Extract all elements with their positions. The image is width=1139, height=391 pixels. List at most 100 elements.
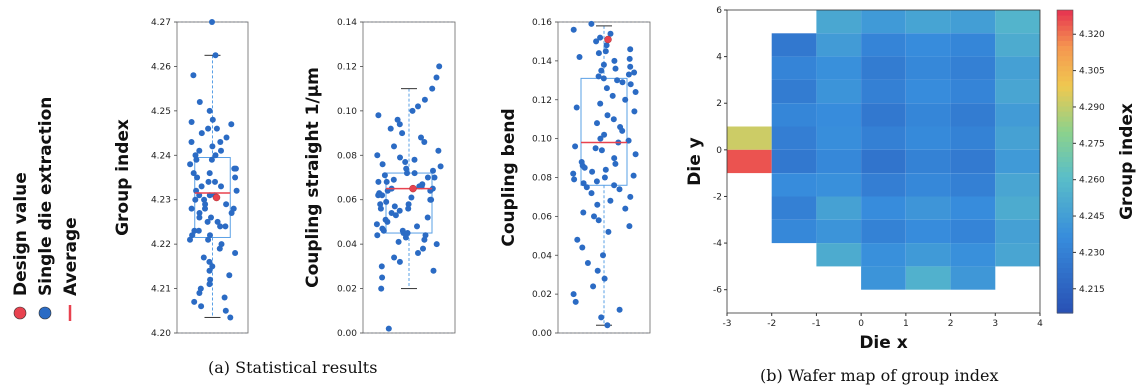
data-point [381, 172, 388, 179]
wafer-cell [816, 196, 862, 220]
data-point [622, 96, 629, 103]
wafer-cell [950, 243, 996, 267]
data-point [611, 57, 618, 64]
data-point [202, 201, 209, 208]
colorbar-segment [1057, 136, 1073, 142]
data-point [598, 67, 605, 74]
y-tick-label: 0.08 [337, 151, 357, 161]
wafer-cell [816, 33, 862, 57]
data-point [378, 263, 385, 270]
data-point [625, 137, 632, 144]
wafer-cell [950, 79, 996, 104]
x-axis-label: Die x [859, 333, 907, 353]
y-tick-label: 0.06 [337, 196, 357, 206]
colorbar-segment [1057, 35, 1073, 41]
data-point [396, 121, 403, 128]
wafer-cell [950, 10, 996, 34]
colorbar-segment [1057, 10, 1073, 16]
data-point [627, 193, 634, 200]
data-point [588, 190, 595, 197]
data-point [414, 223, 420, 230]
x-tick-label: 1 [903, 319, 909, 329]
y-tick-label: -2 [713, 192, 722, 202]
colorbar-segment [1057, 232, 1073, 238]
data-point [411, 170, 418, 177]
data-point [206, 258, 213, 265]
y-axis-label: Die y [685, 137, 705, 185]
data-point [387, 125, 394, 132]
data-point [205, 236, 212, 243]
data-point [379, 274, 386, 281]
data-point [573, 104, 580, 111]
data-point [619, 127, 626, 134]
data-point [631, 108, 638, 115]
wafer-cell [861, 266, 906, 290]
data-point [213, 125, 220, 132]
data-point [570, 170, 577, 177]
y-axis-label: Coupling straight 1/μm [303, 67, 323, 288]
data-point [590, 283, 597, 290]
wafer-cell [995, 149, 1040, 174]
y-tick-label: 0 [716, 146, 722, 156]
y-tick-label: 0.14 [337, 18, 357, 28]
colorbar-segment [1057, 252, 1073, 259]
wafer-cell [771, 196, 817, 220]
colorbar-segment [1057, 70, 1073, 77]
data-point [574, 236, 581, 243]
y-axis-label: Coupling bend [499, 108, 519, 246]
data-point [600, 61, 607, 68]
data-point [188, 139, 195, 145]
data-point [208, 156, 215, 163]
colorbar-segment [1057, 15, 1073, 21]
data-point [595, 73, 602, 80]
wafer-cell [995, 173, 1040, 197]
wafer-cell [816, 79, 862, 104]
wafer-cell [905, 173, 951, 197]
colorbar-tick-label: 4.260 [1079, 176, 1105, 186]
y-tick-label: 0.10 [532, 135, 552, 145]
data-point [222, 307, 229, 314]
data-point [394, 116, 401, 123]
colorbar-segment [1057, 196, 1073, 203]
data-point [212, 178, 218, 185]
colorbar-segment [1057, 262, 1073, 269]
data-point [405, 205, 412, 212]
data-point [191, 227, 198, 234]
wafer-cell [995, 196, 1040, 220]
data-point [607, 30, 614, 37]
data-point [190, 170, 197, 177]
data-point [404, 230, 411, 236]
y-tick-label: 4.24 [151, 151, 171, 161]
colorbar-tick-label: 4.290 [1079, 103, 1105, 113]
data-point [421, 139, 428, 145]
data-point [198, 183, 205, 190]
data-point [428, 196, 435, 203]
wafer-cell [816, 10, 862, 34]
colorbar-segment [1057, 121, 1073, 127]
colorbar-segment [1057, 181, 1073, 188]
wafer-cell [950, 103, 996, 127]
wafer-cell [816, 219, 862, 244]
data-point [424, 174, 431, 181]
colorbar-segment [1057, 100, 1073, 107]
wafer-cell [905, 266, 951, 290]
data-point [403, 165, 410, 172]
colorbar-segment [1057, 227, 1073, 233]
wafer-cell [995, 219, 1040, 244]
data-point [626, 223, 633, 230]
wafer-cell [816, 149, 862, 174]
y-tick-label: 4 [716, 53, 722, 63]
data-point [576, 54, 583, 60]
colorbar: 4.215 4.230 4.245 4.260 4.275 4.290 4.305 4.320… [1056, 9, 1137, 314]
colorbar-segment [1057, 222, 1073, 228]
wafer-cell [950, 266, 996, 290]
data-point [228, 210, 235, 216]
data-point [627, 63, 634, 70]
wafer-cell [995, 243, 1040, 267]
wafer-cell [861, 149, 906, 174]
data-point [579, 244, 586, 251]
wafer-cell [995, 103, 1040, 127]
data-point [402, 234, 409, 241]
y-tick-label: 0.00 [532, 329, 552, 339]
